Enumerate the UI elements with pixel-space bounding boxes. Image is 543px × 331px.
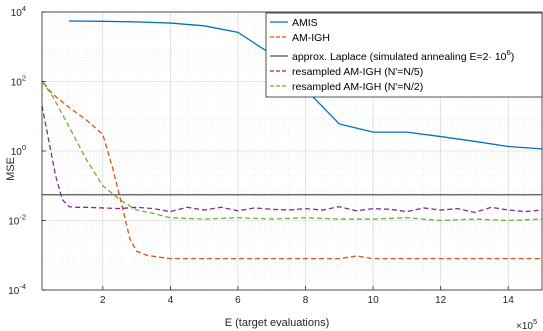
legend-label-exp: 6 <box>507 48 511 57</box>
legend-label-text: approx. Laplace (simulated annealing E=2… <box>292 51 507 63</box>
y-tick-label: 100 <box>11 143 26 158</box>
y-tick-label: 104 <box>11 4 26 19</box>
x-tick-label: 14 <box>503 295 515 306</box>
y-tick-label-exp: -2 <box>19 213 26 222</box>
x-axis-multiplier: ×105 <box>516 317 537 331</box>
legend-label-1: AM-IGH <box>292 32 330 44</box>
legend: AMIS AM-IGH approx. Laplace (simulated ann… <box>265 12 543 98</box>
legend-label-text: resampled AM-IGH (N'=N/2) <box>292 81 423 93</box>
legend-items: AMIS AM-IGH approx. Laplace (simulated ann… <box>270 17 514 93</box>
y-tick-label-base: 10 <box>8 217 20 228</box>
y-axis-label: MSE <box>5 157 17 181</box>
y-tick-label-base: 10 <box>11 147 23 158</box>
tick-layer <box>42 11 509 291</box>
legend-label-suffix: ) <box>511 51 515 63</box>
x-tick-label: 12 <box>435 295 447 306</box>
x-axis-multiplier-base: ×10 <box>516 321 533 331</box>
legend-box <box>265 12 543 98</box>
x-tick-label: 6 <box>235 295 241 306</box>
x-tick-label: 2 <box>100 295 106 306</box>
y-tick-label: 10-4 <box>8 282 26 297</box>
x-axis-label: E (target evaluations) <box>225 317 330 329</box>
y-tick-label-exp: 0 <box>22 143 26 152</box>
y-tick-label-base: 10 <box>8 286 20 297</box>
y-tick-label: 10-2 <box>8 213 26 228</box>
legend-label-4: resampled AM-IGH (N'=N/2) <box>292 81 423 93</box>
series-line-1 <box>43 82 542 260</box>
series-line-3 <box>41 105 543 214</box>
x-tick-label: 4 <box>168 295 174 306</box>
legend-label-text: AM-IGH <box>292 32 330 44</box>
y-tick-label: 102 <box>11 74 26 89</box>
y-tick-label-exp: -4 <box>19 282 26 291</box>
x-tick-label: 8 <box>303 295 309 306</box>
x-tick-label: 10 <box>368 295 380 306</box>
legend-label-3: resampled AM-IGH (N'=N/5) <box>292 66 423 78</box>
legend-label-0: AMIS <box>292 17 318 29</box>
y-tick-label-exp: 2 <box>22 74 26 83</box>
y-tick-label-base: 10 <box>11 8 23 19</box>
y-tick-label-base: 10 <box>11 78 23 89</box>
legend-label-text: resampled AM-IGH (N'=N/5) <box>292 66 423 78</box>
y-tick-label-exp: 4 <box>22 4 26 13</box>
legend-label-text: AMIS <box>292 17 318 29</box>
x-axis-multiplier-exp: 5 <box>533 317 537 326</box>
legend-label-2: approx. Laplace (simulated annealing E=2… <box>292 48 514 63</box>
